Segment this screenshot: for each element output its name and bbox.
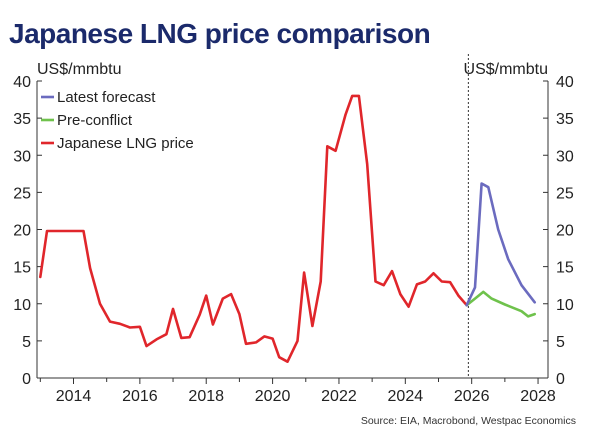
y-tick-label-left: 30: [13, 148, 31, 165]
series-line-japanese-lng-price: [38, 94, 469, 364]
series-line-pre-conflict: [465, 290, 537, 318]
y-tick-label-right: 35: [556, 111, 574, 128]
y-tick-label-left: 15: [13, 260, 31, 277]
y-tick-label-right: 20: [556, 223, 574, 240]
x-tick-label: 2020: [255, 388, 291, 405]
y-tick-label-left: 20: [13, 223, 31, 240]
legend-label-latest-forecast: Latest forecast: [57, 89, 156, 106]
left-axis-unit: US$/mmbtu: [37, 61, 121, 78]
y-tick-label-right: 25: [556, 185, 574, 202]
x-tick-label: 2014: [56, 388, 92, 405]
chart-title: Japanese LNG price comparison: [9, 18, 431, 49]
x-tick-label: 2022: [321, 388, 357, 405]
x-tick-label: 2024: [388, 388, 424, 405]
y-tick-label-right: 10: [556, 297, 574, 314]
y-tick-label-left: 40: [13, 74, 31, 91]
right-axis-unit: US$/mmbtu: [464, 61, 548, 78]
x-tick-label: 2018: [188, 388, 224, 405]
y-tick-label-right: 0: [556, 371, 565, 388]
y-tick-label-left: 5: [22, 334, 31, 351]
y-tick-label-right: 30: [556, 148, 574, 165]
y-tick-label-left: 0: [22, 371, 31, 388]
series-line-latest-forecast: [465, 182, 537, 307]
y-tick-label-left: 25: [13, 185, 31, 202]
y-tick-label-right: 15: [556, 260, 574, 277]
y-tick-label-left: 10: [13, 297, 31, 314]
legend-label-pre-conflict: Pre-conflict: [57, 112, 133, 129]
y-tick-label-right: 40: [556, 74, 574, 91]
y-tick-label-right: 5: [556, 334, 565, 351]
x-tick-label: 2028: [520, 388, 556, 405]
y-tick-label-left: 35: [13, 111, 31, 128]
legend-label-japanese-lng-price: Japanese LNG price: [57, 135, 194, 152]
x-tick-label: 2026: [454, 388, 490, 405]
x-tick-label: 2016: [122, 388, 158, 405]
source-note: Source: EIA, Macrobond, Westpac Economic…: [361, 415, 576, 427]
